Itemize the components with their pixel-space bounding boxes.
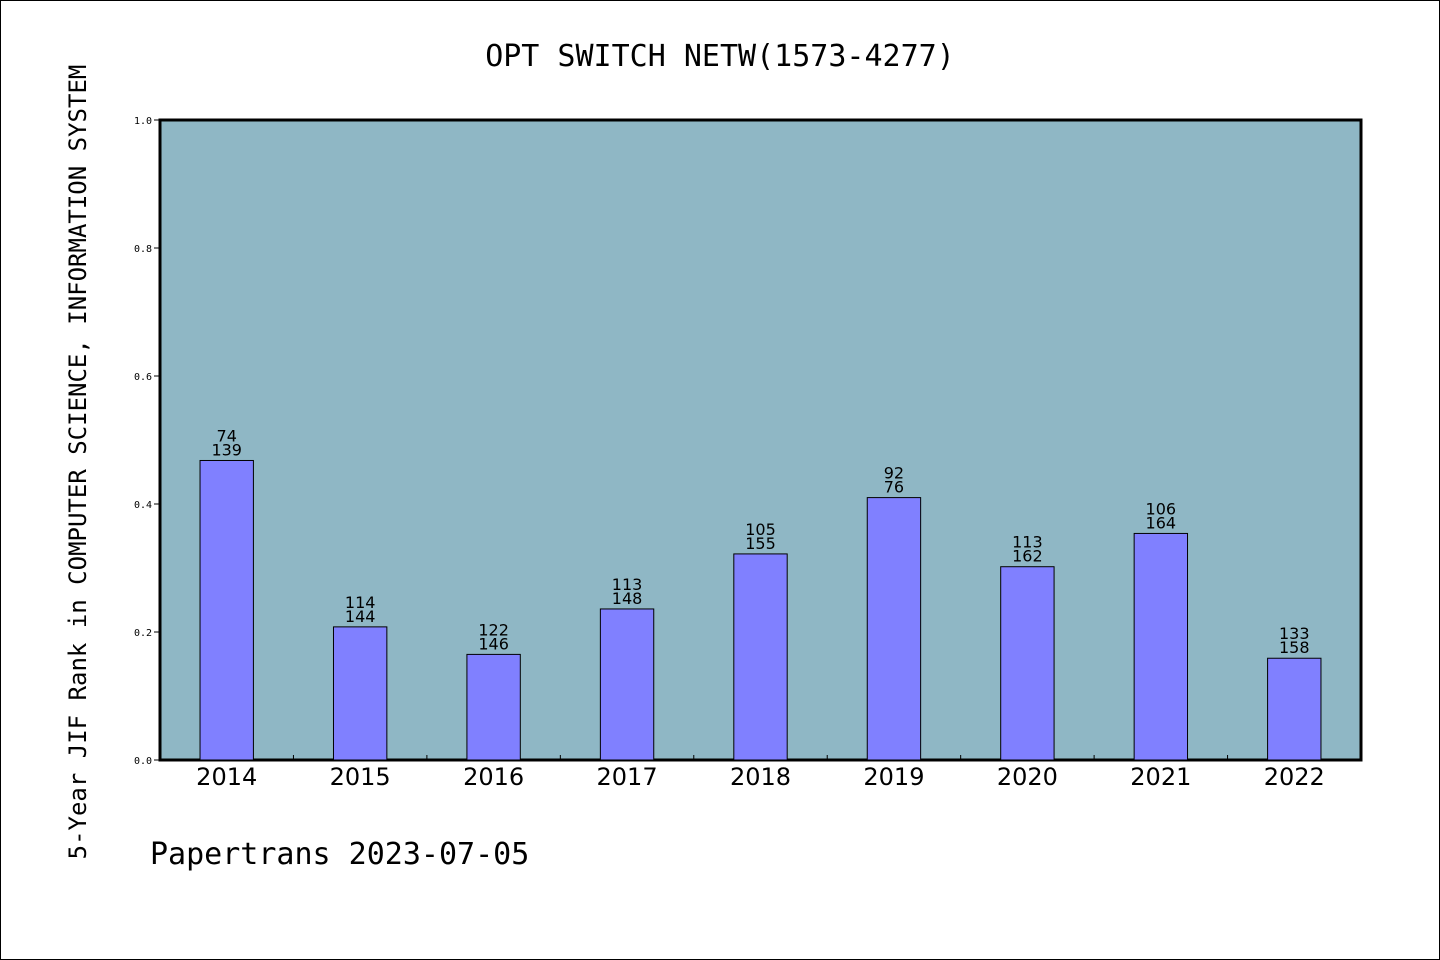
bar-labels: 7413911414412214611314810515592761131621… bbox=[211, 426, 1309, 657]
footer-credit: Papertrans 2023-07-05 bbox=[150, 837, 529, 872]
x-axis: 2014 2015 2016 2017 2018 2019 2020 2021 2022 bbox=[196, 755, 1325, 791]
x-tick-label: 2017 bbox=[597, 763, 658, 791]
bar-label-bottom: 162 bbox=[1012, 547, 1043, 566]
bar-label-top: 105 bbox=[745, 520, 776, 539]
bar-label-top: 92 bbox=[884, 464, 904, 483]
bar-2021 bbox=[1133, 532, 1189, 761]
x-tick-label: 2021 bbox=[1130, 763, 1191, 791]
bar-2022 bbox=[1267, 657, 1322, 761]
x-tick-label: 2015 bbox=[330, 763, 391, 791]
y-tick-label: 1.0 bbox=[134, 116, 152, 127]
chart-title: OPT SWITCH NETW(1573-4277) bbox=[485, 39, 955, 74]
bar-label-bottom: 158 bbox=[1279, 638, 1310, 657]
y-tick-label: 0.0 bbox=[134, 756, 152, 767]
bar-2020 bbox=[1000, 566, 1055, 761]
bar-2018 bbox=[733, 553, 788, 761]
bar-label-top: 113 bbox=[1012, 533, 1043, 552]
bar-label-bottom: 146 bbox=[478, 634, 509, 653]
x-tick-label: 2016 bbox=[463, 763, 524, 791]
y-tick-label: 0.2 bbox=[134, 628, 152, 639]
bar-2017 bbox=[599, 608, 655, 761]
bar-label-bottom: 164 bbox=[1146, 513, 1177, 532]
bar-label-top: 106 bbox=[1146, 499, 1177, 518]
bar-2016 bbox=[466, 653, 521, 761]
y-axis-label: 5-Year JIF Rank in COMPUTER SCIENCE, INF… bbox=[64, 65, 92, 860]
y-tick-label: 0.4 bbox=[134, 500, 152, 511]
x-tick-label: 2018 bbox=[730, 763, 791, 791]
bar-label-bottom: 76 bbox=[884, 478, 904, 497]
bar-label-bottom: 148 bbox=[612, 589, 643, 608]
y-axis: 0.0 0.2 0.4 0.6 0.8 1.0 bbox=[134, 116, 160, 767]
bar-label-bottom: 155 bbox=[745, 534, 776, 553]
y-tick-label: 0.6 bbox=[134, 372, 152, 383]
bar-label-top: 133 bbox=[1279, 624, 1310, 643]
x-tick-label: 2019 bbox=[863, 763, 924, 791]
bar-label-top: 74 bbox=[217, 426, 237, 445]
bar-2014 bbox=[199, 459, 254, 761]
bar-2019 bbox=[866, 497, 922, 761]
x-tick-label: 2014 bbox=[196, 763, 257, 791]
y-tick-label: 0.8 bbox=[134, 244, 152, 255]
x-tick-label: 2020 bbox=[997, 763, 1058, 791]
bars bbox=[199, 459, 1322, 761]
bar-label-top: 114 bbox=[345, 593, 376, 612]
bar-label-top: 113 bbox=[612, 575, 643, 594]
x-tick-label: 2022 bbox=[1264, 763, 1325, 791]
bar-2015 bbox=[332, 626, 388, 761]
bar-label-bottom: 139 bbox=[211, 440, 242, 459]
bar-label-bottom: 144 bbox=[345, 607, 376, 626]
bar-label-top: 122 bbox=[478, 620, 509, 639]
